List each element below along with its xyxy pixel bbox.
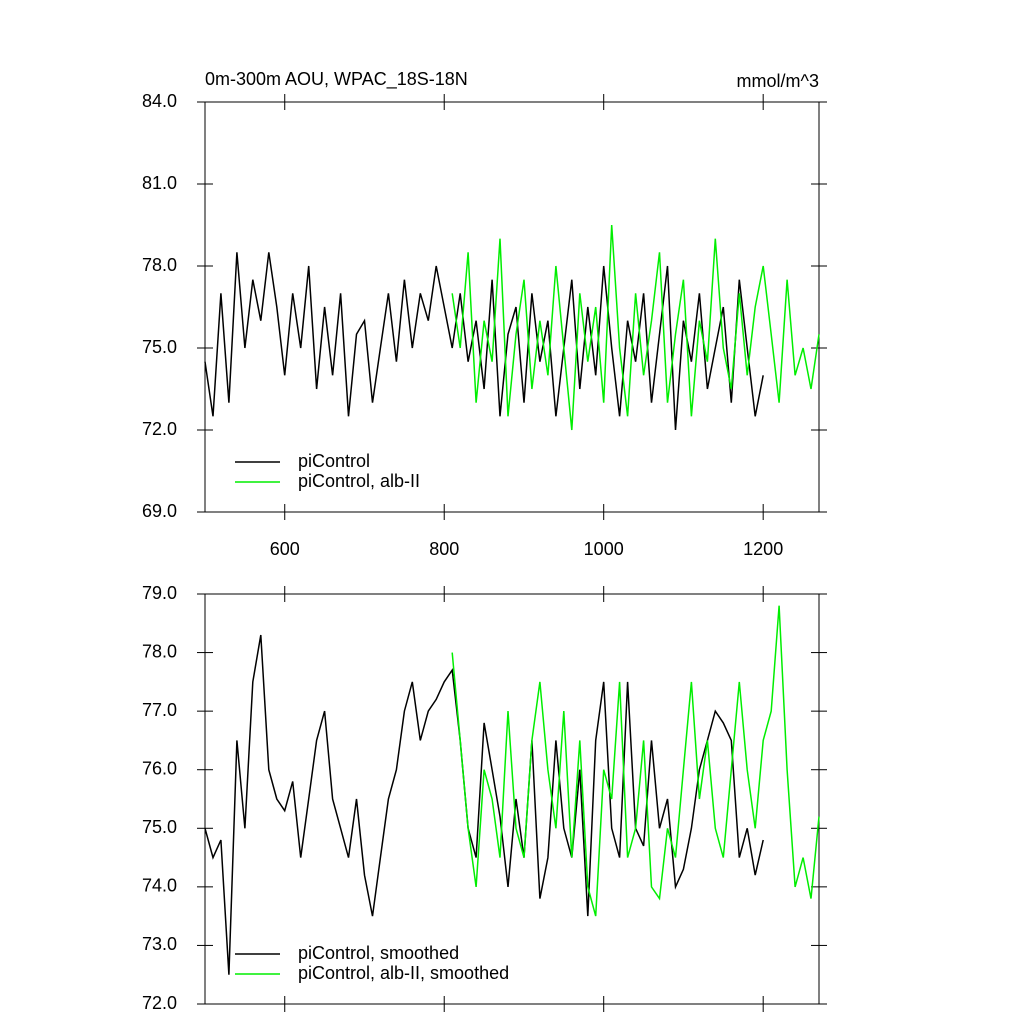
- series-line: [451, 605, 820, 917]
- chart-title: 0m-300m AOU, WPAC_18S-18N: [205, 69, 468, 90]
- series-line: [451, 224, 820, 431]
- y-tick-label: 74.0: [142, 876, 177, 896]
- legend-label: piControl, alb-II: [298, 471, 420, 491]
- y-tick-label: 75.0: [142, 337, 177, 357]
- series-line: [204, 252, 764, 431]
- y-tick-label: 73.0: [142, 934, 177, 954]
- y-tick-label: 79.0: [142, 583, 177, 603]
- y-tick-label: 78.0: [142, 641, 177, 661]
- y-tick-label: 72.0: [142, 419, 177, 439]
- y-tick-label: 69.0: [142, 501, 177, 521]
- y-tick-label: 78.0: [142, 255, 177, 275]
- y-tick-label: 75.0: [142, 817, 177, 837]
- y-tick-label: 84.0: [142, 91, 177, 111]
- y-tick-label: 81.0: [142, 173, 177, 193]
- y-tick-label: 76.0: [142, 758, 177, 778]
- units-label: mmol/m^3: [737, 71, 819, 91]
- x-tick-label: 1200: [743, 539, 783, 559]
- x-tick-label: 600: [270, 539, 300, 559]
- legend-label: piControl: [298, 451, 370, 471]
- y-tick-label: 72.0: [142, 993, 177, 1013]
- plot-frame: [204, 101, 820, 513]
- x-tick-label: 800: [429, 539, 459, 559]
- x-tick-label: 1000: [584, 539, 624, 559]
- series-line: [204, 634, 764, 975]
- legend-label: piControl, smoothed: [298, 943, 459, 963]
- legend-label: piControl, alb-II, smoothed: [298, 963, 509, 983]
- plot-frame: [204, 593, 820, 1005]
- y-tick-label: 77.0: [142, 700, 177, 720]
